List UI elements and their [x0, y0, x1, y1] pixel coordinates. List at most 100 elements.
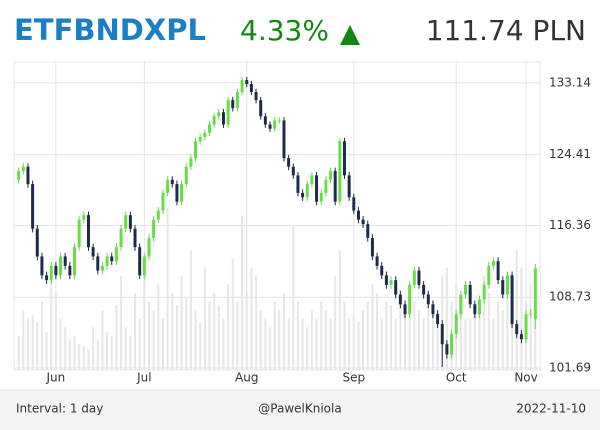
candle-body [450, 334, 454, 355]
candle-body [477, 299, 481, 315]
candle-body [436, 314, 440, 325]
volume-bar [40, 301, 43, 370]
volume-bar [87, 349, 90, 370]
volume-bar [31, 315, 34, 370]
candle-body [59, 256, 63, 276]
candle-body [138, 247, 142, 276]
volume-bar [292, 224, 295, 370]
candle-body [422, 284, 426, 295]
volume-bar [147, 301, 150, 370]
candle-body [119, 228, 123, 248]
volume-bar [82, 346, 85, 370]
candle-body [408, 284, 412, 315]
candle-body [287, 158, 291, 167]
volume-bar [264, 318, 267, 370]
candle-body [184, 166, 188, 185]
volume-bar [245, 293, 248, 370]
candle-body [510, 275, 514, 325]
candle-body [26, 166, 30, 185]
up-arrow [340, 25, 360, 45]
volume-bar [78, 344, 81, 370]
x-tick-label: Jun [46, 371, 66, 385]
candle-body [110, 256, 114, 262]
volume-bar [175, 304, 178, 370]
volume-bar [520, 267, 523, 370]
candle-body [426, 294, 430, 305]
candle-body [212, 116, 216, 125]
candle-body [440, 324, 444, 345]
volume-bar [50, 267, 53, 370]
x-tick-label: Oct [446, 371, 467, 385]
volume-bar [68, 339, 71, 370]
volume-bar [487, 293, 490, 370]
candle-body [301, 192, 305, 198]
volume-bar [492, 318, 495, 370]
volume-bar [348, 318, 351, 370]
volume-bar [357, 322, 360, 370]
candle-body [268, 124, 272, 129]
volume-bar [329, 318, 332, 370]
candle-body [459, 294, 463, 315]
candle-body [277, 120, 281, 122]
volume-bar [445, 267, 448, 370]
candle-body [142, 256, 146, 276]
candle-body [208, 124, 211, 133]
volume-bar [315, 318, 318, 370]
volume-bar [287, 318, 290, 370]
volume-bar [343, 301, 346, 370]
candle-body [40, 256, 44, 276]
candle-body [356, 210, 360, 220]
candle-body [310, 175, 314, 185]
author: @PawelKniola [258, 402, 341, 416]
ticker: ETFBNDXPL [14, 13, 206, 47]
candle-body [170, 179, 174, 185]
candle-body [343, 141, 346, 176]
volume-bar [115, 304, 118, 370]
candle-body [128, 215, 132, 229]
candle-body [161, 192, 165, 211]
volume-bar [501, 310, 504, 370]
volume-bar [390, 304, 393, 370]
candle-body [454, 314, 458, 335]
candle-body [524, 314, 528, 340]
candle-body [384, 275, 388, 285]
volume-bar [129, 335, 132, 370]
volume-bar [152, 310, 155, 370]
volume-bar [324, 310, 327, 370]
volume-bar [26, 318, 29, 370]
x-tick-label: Jul [136, 371, 151, 385]
candle-body [73, 247, 77, 276]
candle-body [245, 80, 249, 85]
candle-body [370, 237, 374, 257]
volume-bar [269, 327, 272, 370]
candle-body [263, 116, 267, 125]
y-tick-label: 133.14 [549, 75, 591, 89]
candle-body [529, 313, 533, 315]
volume-bar [231, 258, 234, 370]
volume-bar [45, 332, 48, 370]
candle-body [496, 261, 500, 281]
candle-body [152, 219, 156, 238]
volume-bar [227, 284, 230, 370]
volume-bar [185, 298, 188, 370]
volume-bar [431, 301, 434, 370]
volume-bar [278, 310, 281, 370]
candle-body [333, 171, 337, 202]
change: 4.33% [240, 14, 329, 47]
footer-band [0, 390, 600, 430]
y-tick-label: 116.36 [549, 218, 591, 232]
volume-bar [404, 310, 407, 370]
y-tick-label: 108.73 [549, 290, 591, 304]
candle-body [324, 179, 328, 193]
volume-bar [301, 318, 304, 370]
candle-body [315, 175, 319, 202]
volume-bar [366, 301, 369, 370]
volume-bar [483, 275, 486, 370]
candle-body [417, 270, 421, 285]
volume-bar [334, 275, 337, 370]
volume-bar [92, 327, 95, 370]
y-tick-label: 124.41 [549, 147, 591, 161]
volume-bar [371, 284, 374, 370]
candle-body [91, 247, 95, 257]
